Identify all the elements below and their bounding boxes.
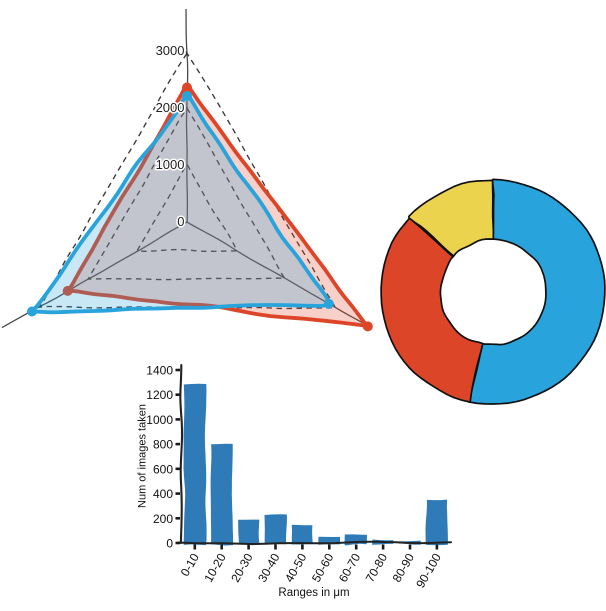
svg-text:Ranges in μm: Ranges in μm (278, 587, 349, 599)
svg-text:600: 600 (153, 462, 173, 476)
svg-text:1400: 1400 (146, 364, 173, 378)
svg-text:2000: 2000 (156, 100, 185, 115)
svg-text:0: 0 (166, 537, 173, 551)
svg-text:200: 200 (153, 512, 173, 526)
svg-text:1200: 1200 (146, 388, 173, 402)
svg-text:400: 400 (153, 487, 173, 501)
svg-text:3000: 3000 (156, 43, 185, 58)
svg-text:0: 0 (177, 214, 184, 229)
svg-text:Num of images taken: Num of images taken (137, 404, 149, 508)
svg-text:1000: 1000 (146, 413, 173, 427)
svg-text:1000: 1000 (156, 157, 185, 172)
svg-text:800: 800 (153, 438, 173, 452)
